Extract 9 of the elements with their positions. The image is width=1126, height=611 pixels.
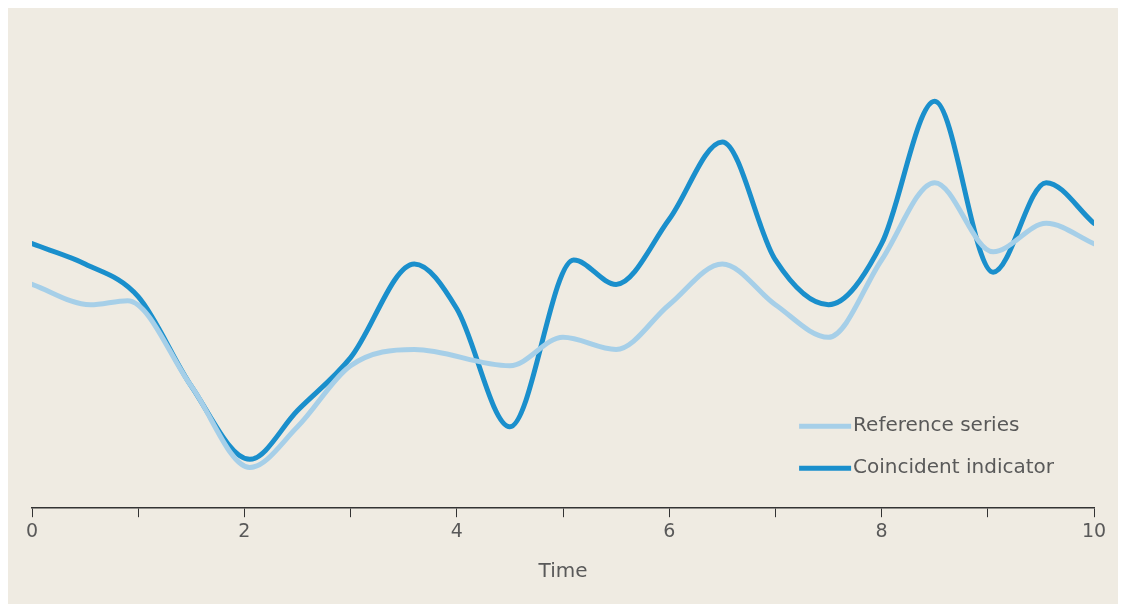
x-tick-label: 0 bbox=[25, 518, 39, 541]
legend-label: Coincident indicator bbox=[853, 454, 1055, 479]
x-axis-title: Time bbox=[537, 558, 588, 583]
x-tick-label: 6 bbox=[663, 518, 676, 541]
x-tick-label: 4 bbox=[450, 518, 463, 541]
x-tick-label: 2 bbox=[238, 518, 251, 541]
legend-label: Reference series bbox=[853, 412, 1020, 437]
x-tick-label: 8 bbox=[875, 518, 888, 541]
x-tick-label: 10 bbox=[1081, 518, 1107, 541]
